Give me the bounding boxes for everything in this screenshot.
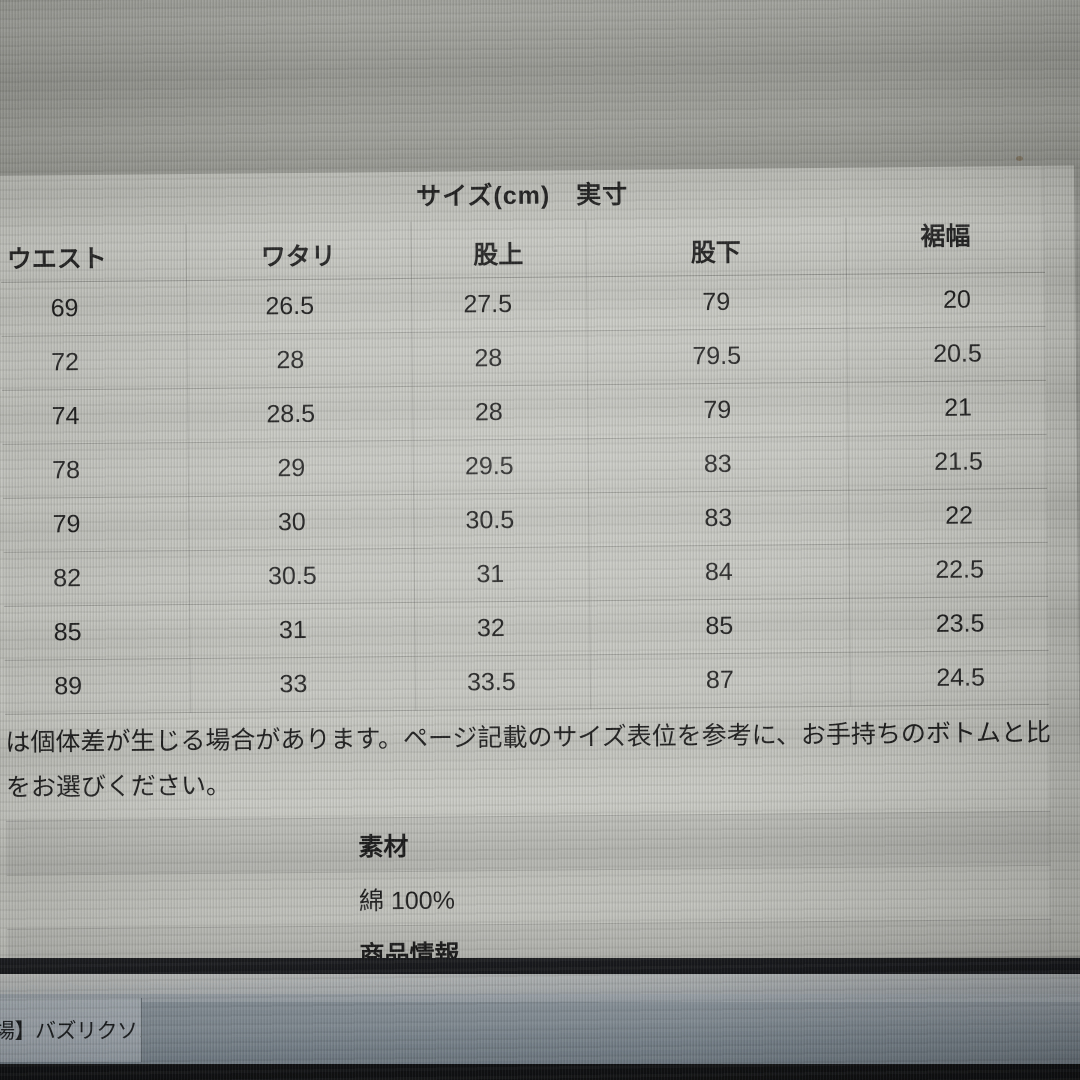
cell-hem: 20.5 bbox=[846, 326, 1047, 383]
cell-thigh: 29 bbox=[187, 440, 414, 497]
size-chart-table: サイズ(cm) 実寸 ウエスト ワタリ 股上 股下 裾幅 69 26.5 27.… bbox=[0, 166, 1050, 715]
cell-thigh: 30.5 bbox=[188, 548, 415, 605]
cell-waist: 82 bbox=[3, 550, 190, 607]
size-note-line-2: をお選びください。 bbox=[5, 771, 232, 802]
material-value: 綿 100% bbox=[6, 864, 1052, 929]
cell-hem: 20 bbox=[845, 272, 1046, 329]
table-row: 85 31 32 85 23.5 bbox=[4, 596, 1049, 661]
cell-inseam: 79 bbox=[587, 382, 848, 439]
taskbar[interactable]: 場】バズリクソンズ」 bbox=[0, 994, 1080, 1066]
cell-waist: 89 bbox=[4, 658, 191, 715]
table-row: 78 29 29.5 83 21.5 bbox=[2, 434, 1048, 499]
page-right-margin bbox=[1041, 165, 1080, 956]
size-note: は個体差が生じる場合があります。ページ記載のサイズ表位を参考に、お手持ちのボトム… bbox=[5, 711, 1056, 811]
cell-inseam: 84 bbox=[588, 544, 850, 601]
cell-thigh: 28.5 bbox=[187, 386, 413, 443]
cell-waist: 69 bbox=[1, 280, 187, 337]
window-status-strip bbox=[0, 974, 1080, 996]
column-header-hem-width: 裾幅 bbox=[845, 215, 1045, 275]
cell-thigh: 30 bbox=[188, 494, 414, 551]
cell-waist: 72 bbox=[1, 334, 188, 391]
product-info-block: 素材 綿 100% 商品情報 bbox=[6, 810, 1052, 966]
column-header-waist: ウエスト bbox=[0, 224, 187, 283]
cell-waist: 74 bbox=[2, 388, 188, 445]
taskbar-item-label: 場】バズリクソンズ」 bbox=[0, 1020, 141, 1043]
table-row: 82 30.5 31 84 22.5 bbox=[3, 542, 1049, 607]
cell-hem: 23.5 bbox=[849, 596, 1049, 653]
cell-rise: 28 bbox=[412, 384, 588, 441]
screen-bezel-bottom bbox=[0, 1064, 1080, 1080]
column-header-thigh: ワタリ bbox=[185, 221, 412, 281]
cell-waist: 79 bbox=[3, 496, 189, 553]
cell-rise: 28 bbox=[411, 330, 588, 387]
cell-waist: 78 bbox=[2, 442, 189, 499]
cell-thigh: 33 bbox=[189, 656, 416, 713]
cell-thigh: 28 bbox=[186, 332, 413, 389]
cell-thigh: 31 bbox=[189, 602, 415, 659]
taskbar-highlight bbox=[0, 994, 1080, 1002]
cell-inseam: 83 bbox=[588, 490, 849, 547]
cell-hem: 24.5 bbox=[849, 650, 1050, 707]
table-row: 89 33 33.5 87 24.5 bbox=[4, 650, 1050, 715]
cell-inseam: 79.5 bbox=[586, 328, 848, 385]
cell-hem: 22.5 bbox=[848, 542, 1049, 599]
cell-waist: 85 bbox=[4, 604, 190, 661]
material-section-header: 素材 bbox=[6, 810, 1051, 875]
dust-speck bbox=[1016, 156, 1023, 161]
table-row: 69 26.5 27.5 79 20 bbox=[1, 272, 1046, 337]
cell-inseam: 85 bbox=[589, 598, 850, 655]
cell-rise: 30.5 bbox=[413, 492, 589, 549]
column-header-inseam: 股下 bbox=[585, 217, 846, 277]
cell-hem: 21.5 bbox=[847, 434, 1048, 491]
cell-thigh: 26.5 bbox=[186, 278, 412, 335]
table-row: 74 28.5 28 79 21 bbox=[2, 380, 1047, 445]
cell-inseam: 87 bbox=[589, 652, 851, 709]
size-table-header-row: ウエスト ワタリ 股上 股下 裾幅 bbox=[0, 215, 1045, 283]
taskbar-item-browser-tab[interactable]: 場】バズリクソンズ」 bbox=[0, 998, 142, 1062]
table-row: 72 28 28 79.5 20.5 bbox=[1, 326, 1047, 391]
cell-rise: 31 bbox=[413, 546, 590, 603]
table-row: 79 30 30.5 83 22 bbox=[3, 488, 1048, 553]
cell-inseam: 79 bbox=[585, 274, 847, 331]
cell-rise: 29.5 bbox=[412, 438, 589, 495]
cell-rise: 27.5 bbox=[411, 276, 587, 333]
window-bottom-edge bbox=[0, 958, 1080, 978]
web-page-content: サイズ(cm) 実寸 ウエスト ワタリ 股上 股下 裾幅 69 26.5 27.… bbox=[0, 165, 1080, 966]
cell-hem: 21 bbox=[847, 380, 1047, 437]
cell-inseam: 83 bbox=[587, 436, 849, 493]
cell-rise: 32 bbox=[414, 600, 590, 657]
column-header-rise: 股上 bbox=[410, 220, 586, 279]
cell-hem: 22 bbox=[848, 488, 1048, 545]
cell-rise: 33.5 bbox=[414, 654, 591, 711]
